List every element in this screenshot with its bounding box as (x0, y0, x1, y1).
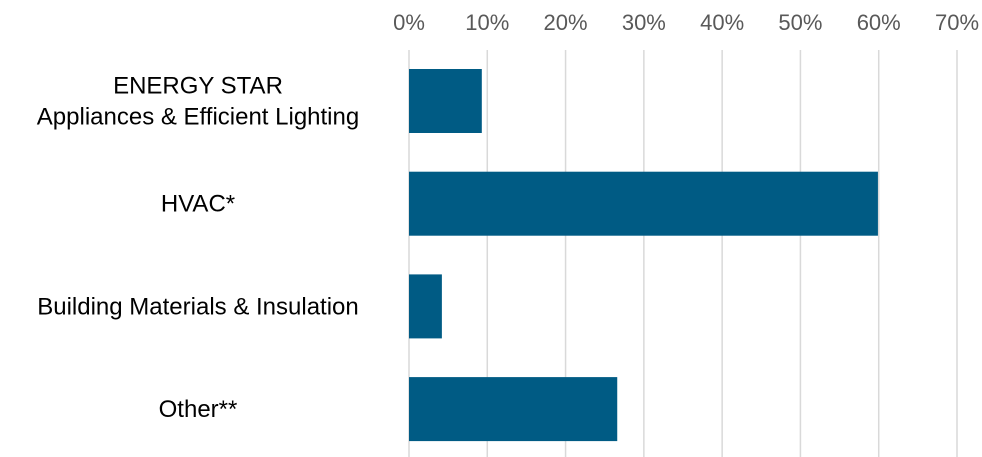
x-tick-label: 20% (544, 10, 588, 35)
x-tick-label: 0% (393, 10, 425, 35)
x-tick-label: 30% (622, 10, 666, 35)
gridlines (408, 50, 958, 457)
bar-2 (409, 274, 442, 339)
x-tick-label: 40% (700, 10, 744, 35)
x-tick-label: 60% (857, 10, 901, 35)
category-label: Other** (159, 396, 238, 423)
category-label: ENERGY STAR (113, 73, 283, 100)
bar-0 (409, 69, 482, 133)
x-tick-label: 10% (465, 10, 509, 35)
x-tick-labels: 0% 10% 20% 30% 40% 50% 60% 70% (393, 10, 979, 35)
bar-1 (409, 171, 878, 236)
category-labels: ENERGY STAR Appliances & Efficient Lighti… (37, 73, 359, 424)
category-label: Building Materials & Insulation (37, 293, 359, 320)
bar-3 (409, 377, 618, 442)
category-label: Appliances & Efficient Lighting (37, 104, 359, 131)
bars (409, 69, 878, 442)
category-label: HVAC* (161, 191, 235, 218)
x-tick-label: 50% (778, 10, 822, 35)
x-tick-label: 70% (935, 10, 979, 35)
